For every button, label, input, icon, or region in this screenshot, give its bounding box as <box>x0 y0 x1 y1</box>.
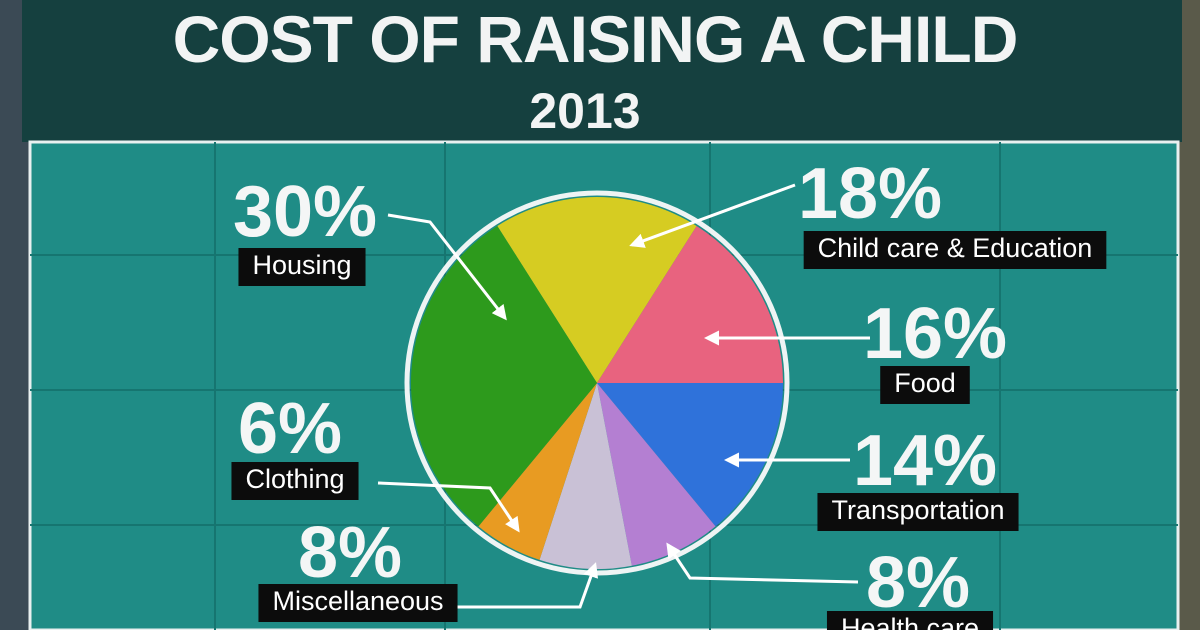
category-label: Clothing <box>245 464 344 494</box>
percent-label: 18% <box>798 154 942 234</box>
label-arrow <box>629 183 796 248</box>
category-box <box>258 584 458 622</box>
percent-label: 8% <box>298 513 402 593</box>
category-label: Housing <box>252 250 351 280</box>
pie-slice <box>597 383 783 527</box>
percent-label: 6% <box>238 389 342 469</box>
category-box <box>826 611 994 630</box>
category-box <box>238 248 366 286</box>
percent-label: 14% <box>853 421 997 501</box>
label-arrow <box>455 562 599 609</box>
category-box <box>803 231 1107 269</box>
pie-slice <box>410 225 597 527</box>
category-label: Miscellaneous <box>272 586 443 616</box>
pie-slice <box>497 196 697 383</box>
percent-label: 30% <box>233 172 377 252</box>
label-arrow <box>666 542 859 584</box>
category-box <box>817 493 1019 531</box>
category-box <box>231 462 359 500</box>
title-band <box>22 0 1182 142</box>
pie-slice <box>597 383 716 566</box>
category-box <box>880 366 970 404</box>
category-label: Transportation <box>831 495 1004 525</box>
label-arrow <box>387 213 507 321</box>
category-label: Child care & Education <box>818 233 1093 263</box>
category-label: Food <box>894 368 956 398</box>
percent-label: 16% <box>863 294 1007 374</box>
pie-slice <box>539 383 632 569</box>
pie-slice <box>597 225 783 383</box>
chart-subtitle: 2013 <box>529 83 640 139</box>
label-arrow <box>377 481 520 533</box>
category-label: Health care <box>841 613 979 630</box>
chart-title: COST OF RAISING A CHILD <box>173 2 1018 76</box>
percent-label: 8% <box>866 543 970 623</box>
